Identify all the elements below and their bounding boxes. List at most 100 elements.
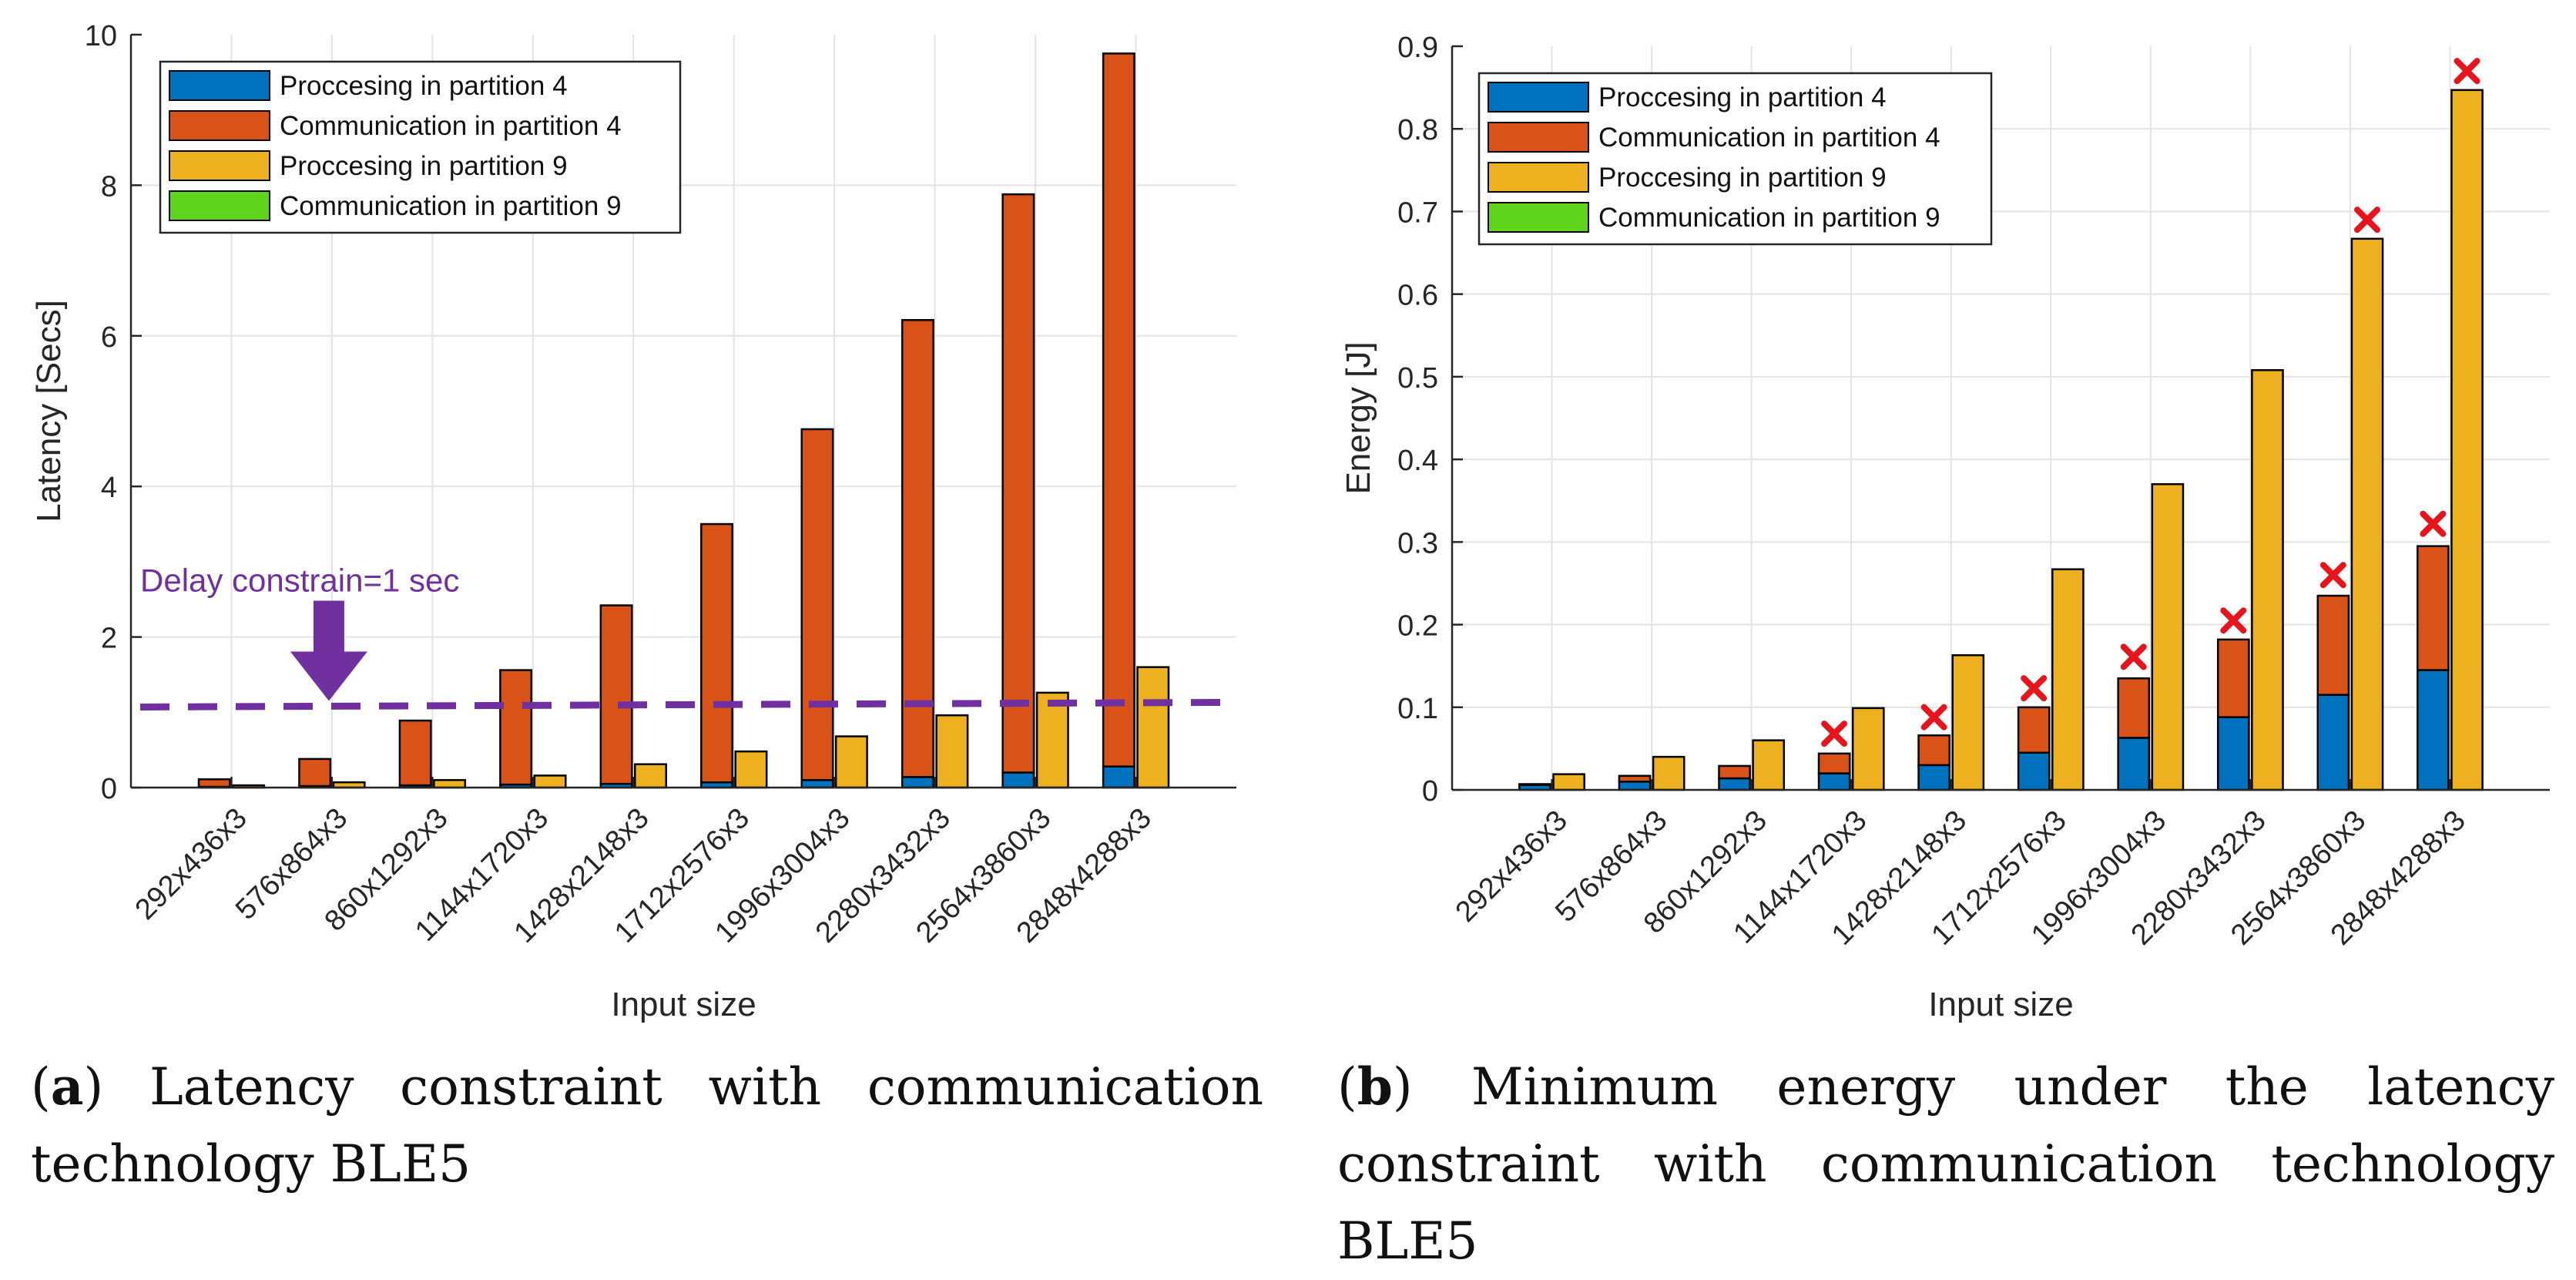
chart-a-bar-proccesing-in-partition-9-4 xyxy=(634,763,667,789)
chart-b-legend-swatch-0 xyxy=(1488,82,1589,113)
chart-b-bar-communication-in-partition-4-7 xyxy=(2216,638,2250,718)
chart-b-bar-proccesing-in-partition-4-2 xyxy=(1718,777,1751,791)
chart-a-bar-proccesing-in-partition-9-8 xyxy=(1035,691,1069,789)
chart-b-legend-label-1: Communication in partition 4 xyxy=(1598,123,1940,153)
chart-b-x-marker-1 xyxy=(1920,704,1947,731)
chart-b-y-tick-label: 0.4 xyxy=(1397,445,1438,477)
caption-b-label: b xyxy=(1357,1057,1393,1117)
chart-b-legend-swatch-3 xyxy=(1488,202,1589,233)
chart-a-y-tick-label: 0 xyxy=(101,773,117,805)
chart-a-bar-proccesing-in-partition-9-2 xyxy=(433,778,467,789)
chart-b-bar-proccesing-in-partition-9-6 xyxy=(2151,483,2185,791)
chart-a-legend-label-2: Proccesing in partition 9 xyxy=(280,151,568,181)
chart-a-bar-proccesing-in-partition-4-9 xyxy=(1102,765,1135,789)
chart-b-y-tick-label: 0 xyxy=(1422,775,1438,808)
chart-a-y-tick-label: 6 xyxy=(101,321,117,354)
chart-a-legend-swatch-3 xyxy=(169,190,270,221)
chart-b-x-marker-6 xyxy=(2420,510,2447,537)
chart-a-bar-communication-in-partition-4-3 xyxy=(499,669,533,786)
chart-b-bar-proccesing-in-partition-9-2 xyxy=(1752,739,1786,791)
chart-b-x-marker-3 xyxy=(2120,643,2147,670)
chart-b-y-tick-label: 0.2 xyxy=(1397,610,1438,643)
chart-b-bar-proccesing-in-partition-4-1 xyxy=(1618,781,1652,791)
chart-a-bar-communication-in-partition-4-2 xyxy=(398,719,432,787)
chart-b-y-tick-label: 0.7 xyxy=(1397,197,1438,229)
chart-b-x-marker-7 xyxy=(2353,207,2380,233)
chart-b-legend-swatch-1 xyxy=(1488,122,1589,153)
chart-a-bar-proccesing-in-partition-4-7 xyxy=(901,776,934,789)
caption-b-text: Minimum energy under the latency constra… xyxy=(1337,1057,2555,1271)
chart-b-bar-communication-in-partition-4-1 xyxy=(1618,774,1652,783)
chart-b-bar-proccesing-in-partition-9-4 xyxy=(1951,653,1985,791)
chart-b-x-marker-2 xyxy=(2021,675,2048,702)
chart-a-bar-communication-in-partition-4-6 xyxy=(800,428,834,781)
chart-a-bar-proccesing-in-partition-9-5 xyxy=(734,750,768,789)
chart-b-bar-proccesing-in-partition-4-8 xyxy=(2316,694,2350,791)
chart-b-bar-proccesing-in-partition-9-8 xyxy=(2350,237,2384,791)
chart-b-bar-communication-in-partition-4-6 xyxy=(2117,677,2151,739)
chart-b-y-tick-label: 0.9 xyxy=(1397,32,1438,64)
chart-b-bar-proccesing-in-partition-9-3 xyxy=(1851,707,1885,791)
chart-b-legend-label-0: Proccesing in partition 4 xyxy=(1598,82,1887,113)
chart-b-bar-proccesing-in-partition-9-1 xyxy=(1652,755,1685,791)
chart-a-bar-proccesing-in-partition-9-7 xyxy=(935,714,969,789)
chart-a-bar-proccesing-in-partition-4-8 xyxy=(1001,771,1035,789)
chart-b-bar-communication-in-partition-4-8 xyxy=(2316,594,2350,696)
chart-b-legend-swatch-2 xyxy=(1488,162,1589,193)
chart-a-y-tick-label: 8 xyxy=(101,170,117,203)
chart-b-bar-proccesing-in-partition-4-3 xyxy=(1817,772,1851,791)
caption-b: (b) Minimum energy under the latency con… xyxy=(1337,1057,2555,1271)
chart-b-x-marker-5 xyxy=(2319,562,2346,589)
chart-b-legend-label-2: Proccesing in partition 9 xyxy=(1598,163,1887,193)
caption-a-text: Latency constraint with communication te… xyxy=(31,1057,1263,1194)
chart-a-legend-label-1: Communication in partition 4 xyxy=(280,111,622,141)
chart-a-legend-swatch-2 xyxy=(169,150,270,181)
chart-b-bar-proccesing-in-partition-4-4 xyxy=(1917,764,1950,791)
chart-a-bar-communication-in-partition-4-1 xyxy=(298,758,332,788)
chart-b-y-tick-label: 0.8 xyxy=(1397,114,1438,146)
chart-a-bar-communication-in-partition-4-9 xyxy=(1102,52,1135,768)
chart-a-delay-constraint-arrow xyxy=(290,600,367,701)
chart-a-x-axis-label: Input size xyxy=(611,986,756,1023)
chart-b-y-tick-label: 0.3 xyxy=(1397,527,1438,559)
caption-a-label: a xyxy=(50,1057,84,1117)
chart-b-legend-label-3: Communication in partition 9 xyxy=(1598,203,1940,233)
chart-b-bar-proccesing-in-partition-9-9 xyxy=(2450,89,2484,791)
chart-a-legend-swatch-1 xyxy=(169,110,270,141)
caption-a: (a) Latency constraint with communicatio… xyxy=(31,1057,1263,1194)
chart-b-bar-proccesing-in-partition-4-9 xyxy=(2417,669,2450,791)
chart-a-bar-proccesing-in-partition-4-6 xyxy=(800,778,834,789)
chart-a-bar-proccesing-in-partition-9-3 xyxy=(533,774,567,789)
chart-a-bar-communication-in-partition-4-5 xyxy=(700,522,733,784)
chart-b-y-tick-label: 0.5 xyxy=(1397,362,1438,395)
chart-a-bar-communication-in-partition-4-4 xyxy=(599,604,633,785)
chart-b-bar-communication-in-partition-4-3 xyxy=(1817,752,1851,774)
chart-b-bar-proccesing-in-partition-9-0 xyxy=(1552,773,1585,791)
chart-a-y-tick-label: 10 xyxy=(85,20,117,52)
chart-b-x-marker-4 xyxy=(2220,607,2247,634)
chart-a-delay-constraint-line xyxy=(139,698,1228,711)
chart-b-bar-communication-in-partition-4-5 xyxy=(2017,706,2051,754)
chart-a-bar-communication-in-partition-4-0 xyxy=(197,778,231,788)
chart-a-bar-communication-in-partition-4-7 xyxy=(901,319,934,778)
chart-a-y-axis-label: Latency [Secs] xyxy=(30,300,68,522)
chart-b-bar-communication-in-partition-4-4 xyxy=(1917,734,1950,767)
chart-a-y-tick-label: 2 xyxy=(101,623,117,655)
chart-b-bar-proccesing-in-partition-9-5 xyxy=(2051,568,2085,791)
chart-b-bar-communication-in-partition-4-2 xyxy=(1718,764,1751,780)
chart-b-y-tick-label: 0.6 xyxy=(1397,280,1438,312)
chart-b-x-marker-0 xyxy=(1821,721,1848,748)
chart-b-x-axis-label: Input size xyxy=(1928,986,2073,1023)
chart-b-x-marker-8 xyxy=(2454,58,2480,85)
chart-a-y-tick-label: 4 xyxy=(101,472,117,504)
chart-a-bar-communication-in-partition-4-8 xyxy=(1001,193,1035,774)
chart-b-y-axis-label: Energy [J] xyxy=(1340,341,1377,494)
chart-b-y-tick-label: 0.1 xyxy=(1397,693,1438,725)
chart-a-bar-proccesing-in-partition-9-9 xyxy=(1136,666,1170,789)
chart-a-legend-label-3: Communication in partition 9 xyxy=(280,191,622,221)
chart-a-delay-constraint-label: Delay constrain=1 sec xyxy=(140,562,459,598)
figure-canvas: 0246810292x436x3576x864x3860x1292x31144x… xyxy=(30,20,2550,1023)
chart-b-bar-proccesing-in-partition-4-6 xyxy=(2117,737,2151,791)
chart-a-legend-swatch-0 xyxy=(169,70,270,101)
chart-b-bar-proccesing-in-partition-4-5 xyxy=(2017,751,2051,791)
